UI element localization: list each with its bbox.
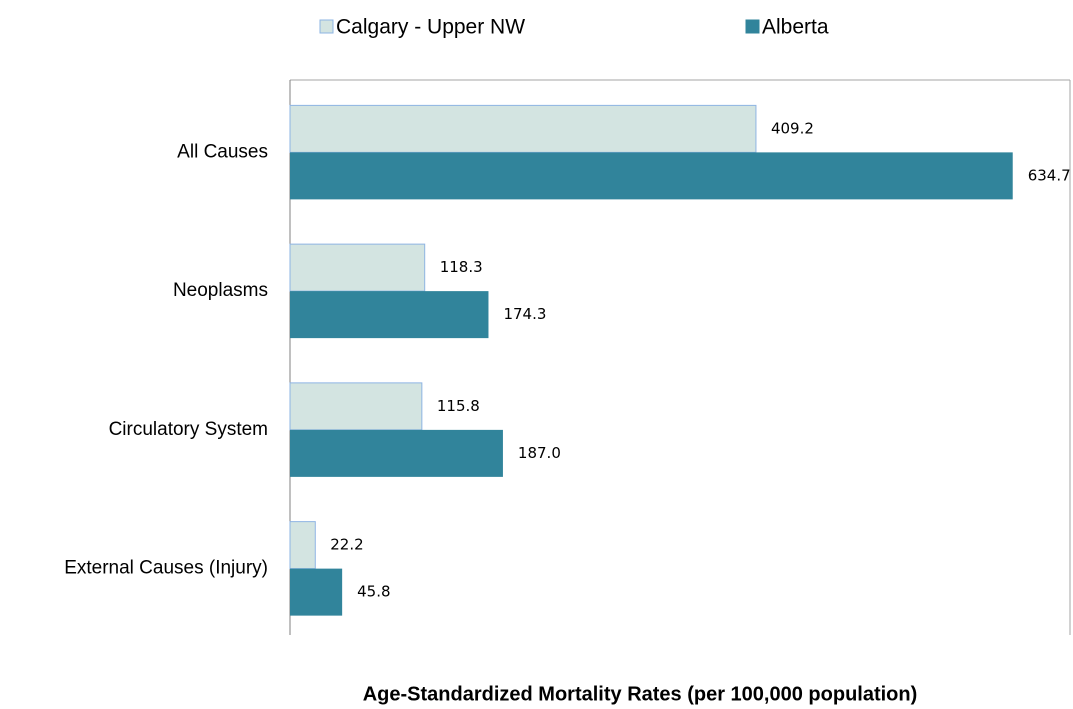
- legend-label: Calgary - Upper NW: [336, 16, 525, 39]
- bar: [289, 243, 426, 292]
- bar: [289, 382, 423, 431]
- legend-swatch: [745, 19, 760, 34]
- value-label: 187.0: [518, 444, 561, 462]
- bar: [290, 429, 503, 477]
- y-tick-label: All Causes: [177, 141, 268, 162]
- value-label: 115.8: [437, 397, 480, 415]
- chart-title: Age-Standardized Mortality Rates (per 10…: [363, 683, 918, 705]
- value-label: 22.2: [330, 536, 363, 554]
- y-tick-label: Neoplasms: [173, 280, 268, 301]
- bar: [289, 104, 757, 153]
- y-tick-label: Circulatory System: [109, 419, 268, 440]
- bar: [290, 568, 343, 616]
- value-label: 45.8: [357, 583, 390, 601]
- value-label: 409.2: [771, 119, 814, 137]
- value-label: 634.7: [1028, 166, 1071, 184]
- bar: [289, 521, 316, 570]
- bar: [290, 291, 489, 339]
- value-label: 118.3: [440, 258, 483, 276]
- legend-label: Alberta: [762, 16, 829, 39]
- value-label: 174.3: [503, 305, 546, 323]
- y-tick-label: External Causes (Injury): [64, 558, 268, 579]
- legend-swatch: [319, 19, 334, 34]
- bar: [290, 152, 1013, 200]
